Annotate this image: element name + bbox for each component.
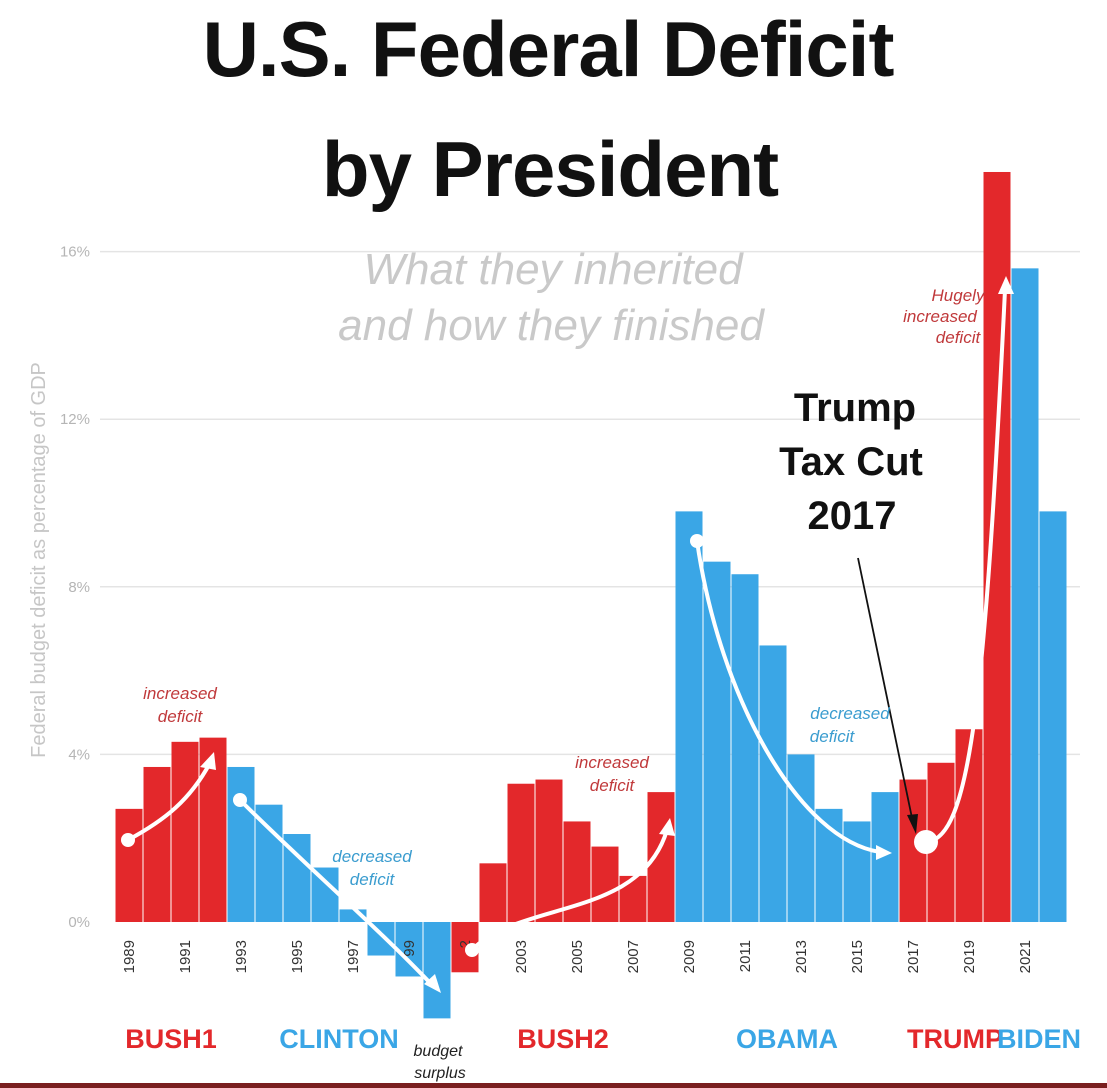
bush1-note-line-1: increased (143, 684, 217, 703)
president-label-trump: TRUMP (907, 1024, 1003, 1054)
x-tick-labels: 1989 1991 1993 1995 1997 99 2 2003 2005 2007 2009 2… (121, 940, 1034, 973)
president-label-obama: OBAMA (736, 1024, 838, 1054)
chart-title-line-1: U.S. Federal Deficit (203, 5, 895, 93)
president-label-biden: BIDEN (997, 1024, 1081, 1054)
obama-arrowhead (876, 845, 892, 860)
bar-2013 (787, 754, 815, 922)
y-axis-label: Federal budget deficit as percentage of … (28, 362, 50, 758)
bar-1990 (143, 766, 171, 922)
x-tick-label: 2 (457, 940, 474, 948)
bar-1999 (395, 922, 423, 977)
x-tick-label: 2013 (793, 940, 810, 973)
clinton-arrowhead (424, 974, 441, 993)
bar-2003 (507, 783, 535, 922)
y-tick-label: 8% (68, 579, 90, 596)
x-tick-label: 1995 (289, 940, 306, 973)
x-tick-label: 1997 (345, 940, 362, 973)
bush2-start-dot (465, 943, 479, 957)
bar-2010 (703, 561, 731, 922)
x-tick-label: 2007 (625, 940, 642, 973)
surplus-note-line-2: surplus (414, 1065, 466, 1082)
tax-cut-note-line-2: Tax Cut (779, 440, 923, 484)
bar-2022 (1039, 511, 1067, 922)
y-tick-label: 12% (60, 411, 90, 428)
tax-cut-note-line-3: 2017 (808, 494, 897, 538)
bar-1991 (171, 741, 199, 922)
x-tick-label: 1989 (121, 940, 138, 973)
trump-trend-arrow (924, 288, 1007, 844)
x-tick-label: 2017 (905, 940, 922, 973)
tax-cut-pointer-head (907, 814, 918, 834)
tax-cut-note-line-1: Trump (794, 386, 916, 430)
obama-start-dot (690, 534, 704, 548)
president-label-bush1: BUSH1 (125, 1024, 217, 1054)
annotations: increased deficit decreased deficit budg… (143, 286, 986, 1082)
y-tick-label: 4% (68, 746, 90, 763)
x-tick-label: 2015 (849, 940, 866, 973)
bar-2015 (843, 821, 871, 922)
trend-arrows (121, 276, 1014, 993)
trump-start-dot (914, 830, 938, 854)
chart-subtitle-line-1: What they inherited (363, 245, 744, 294)
bush2-arrowhead (659, 818, 675, 836)
x-tick-label: 2005 (569, 940, 586, 973)
bar-2009 (675, 511, 703, 922)
bush1-trend-arrow (126, 761, 212, 842)
bush1-arrowhead (200, 752, 216, 770)
bar-2002 (479, 863, 507, 922)
x-tick-label: 2003 (513, 940, 530, 973)
clinton-note-line-2: deficit (350, 870, 396, 889)
bar-2000 (423, 922, 451, 1019)
bar-2008 (647, 792, 675, 922)
trump-arrowhead (998, 276, 1014, 294)
trump-note-line-2: increased (903, 307, 977, 326)
president-label-clinton: CLINTON (279, 1024, 399, 1054)
y-tick-label: 0% (68, 914, 90, 931)
bush1-note-line-2: deficit (158, 707, 204, 726)
bar-2006 (591, 846, 619, 922)
bar-2021 (1011, 268, 1039, 922)
clinton-note-line-1: decreased (332, 847, 412, 866)
bush1-start-dot (121, 833, 135, 847)
x-tick-label: 1993 (233, 940, 250, 973)
obama-trend-arrow (695, 539, 882, 854)
bars (115, 171, 1067, 1019)
bush2-note-line-2: deficit (590, 776, 636, 795)
bush2-trend-arrow (470, 828, 669, 952)
obama-note-line-1: decreased (810, 704, 890, 723)
grid-lines (100, 250, 1080, 756)
bush2-note-line-1: increased (575, 753, 649, 772)
bar-2011 (731, 574, 759, 922)
x-tick-label: 99 (401, 940, 418, 957)
x-tick-label: 2021 (1017, 940, 1034, 973)
chart-title-line-2: by President (322, 125, 779, 213)
bar-2016 (871, 792, 899, 922)
x-tick-label: 2009 (681, 940, 698, 973)
bar-2012 (759, 645, 787, 922)
clinton-trend-arrow (238, 798, 434, 987)
x-tick-label: 2019 (961, 940, 978, 973)
tax-cut-pointer-line (857, 557, 913, 819)
obama-note-line-2: deficit (810, 727, 856, 746)
chart-subtitle-line-2: and how they finished (338, 301, 765, 350)
bar-1996 (311, 867, 339, 922)
surplus-note-line-1: budget (414, 1043, 463, 1060)
x-tick-label: 1991 (177, 940, 194, 973)
bar-1989 (115, 808, 143, 922)
trump-note-line-3: deficit (936, 328, 982, 347)
x-tick-label: 2011 (737, 940, 754, 972)
bottom-border (0, 1083, 1107, 1088)
y-tick-label: 16% (60, 244, 90, 261)
y-tick-labels: 16% 12% 8% 4% 0% (60, 244, 90, 931)
clinton-start-dot (233, 793, 247, 807)
president-label-bush2: BUSH2 (517, 1024, 609, 1054)
trump-note-line-1: Hugely (932, 286, 986, 305)
bar-1994 (255, 804, 283, 922)
bar-2007 (619, 875, 647, 922)
bar-2004 (535, 779, 563, 922)
bar-1993 (227, 766, 255, 922)
